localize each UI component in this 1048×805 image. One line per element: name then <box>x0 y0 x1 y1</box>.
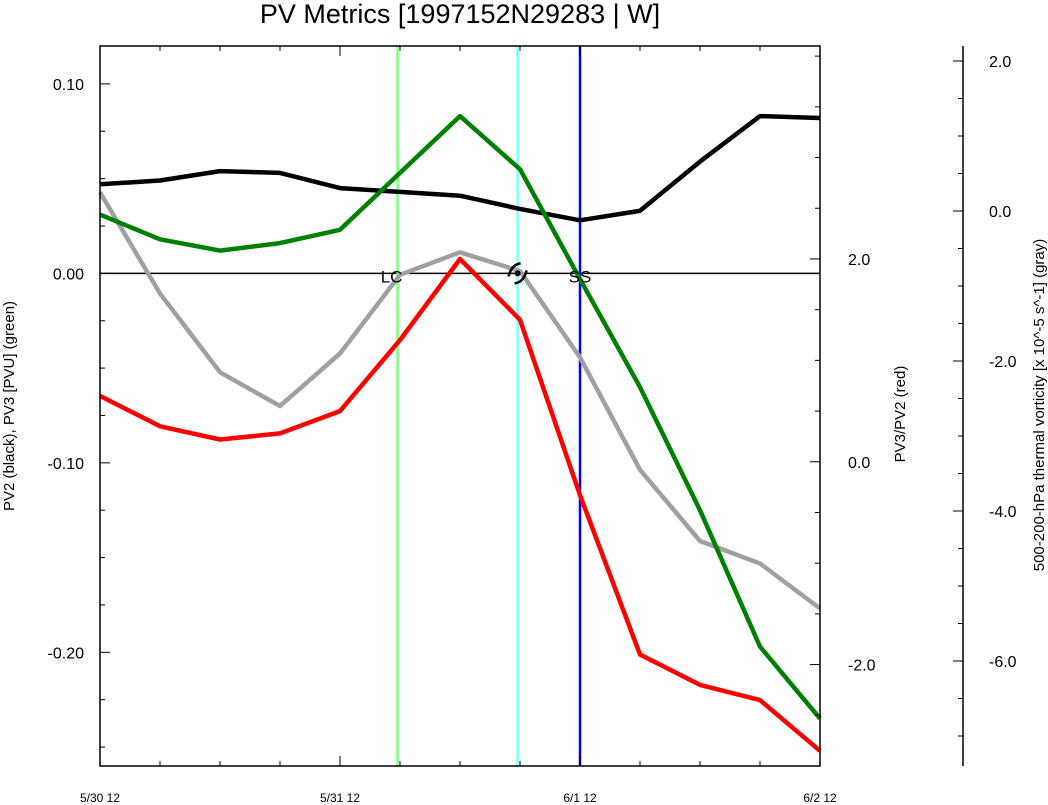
right-axis-tick-label: 0.0 <box>848 455 870 472</box>
pv3-series-line <box>99 113 822 721</box>
x-axis-tick-label: 6/1 12 <box>563 791 597 805</box>
pv2-series-line <box>99 113 821 223</box>
x-axis-tick-label: 5/30 12 <box>80 791 120 805</box>
storm-symbol-icon <box>507 262 528 285</box>
far-right-axis-label: 500-200-hPa thermal vorticity [x 10^-5 s… <box>1031 239 1048 572</box>
left-axis-tick-label: 0.10 <box>53 77 84 94</box>
far-right-axis-tick-label: 2.0 <box>989 54 1011 71</box>
far-right-axis-tick-label: -4.0 <box>989 504 1017 521</box>
left-axis-tick-label: 0.00 <box>53 266 84 283</box>
annotation-label: LC <box>381 267 403 286</box>
right-axis-label: PV3/PV2 (red) <box>892 366 909 463</box>
left-axis: 0.10 0.00 -0.10 -0.20 <box>48 77 110 748</box>
pv-ratio-series-line <box>98 256 822 753</box>
x-axis-tick-label: 6/2 12 <box>803 791 837 805</box>
x-axis-tick-label: 5/31 12 <box>320 791 360 805</box>
plot-area: LC SS <box>98 46 822 766</box>
far-right-axis-tick-label: -2.0 <box>989 354 1017 371</box>
left-axis-tick-label: -0.20 <box>48 645 85 662</box>
far-right-axis: 2.0 0.0 -2.0 -4.0 -6.0 <box>953 46 1017 766</box>
right-axis-tick-label: 2.0 <box>848 252 870 269</box>
chart-title: PV Metrics [1997152N29283 | W] <box>260 0 660 29</box>
far-right-axis-tick-label: 0.0 <box>989 204 1011 221</box>
right-axis-tick-label: -2.0 <box>848 658 876 675</box>
left-axis-label: PV2 (black), PV3 [PVU] (green) <box>1 301 18 511</box>
left-axis-tick-label: -0.10 <box>48 456 85 473</box>
right-axis: 2.0 0.0 -2.0 <box>810 55 876 767</box>
annotation-label: SS <box>569 267 592 286</box>
x-axis: 5/30 12 5/31 12 6/1 12 6/2 12 <box>80 46 837 805</box>
thermal-vorticity-series-line <box>98 191 822 611</box>
storm-center-dot <box>514 270 521 277</box>
far-right-axis-tick-label: -6.0 <box>989 654 1017 671</box>
